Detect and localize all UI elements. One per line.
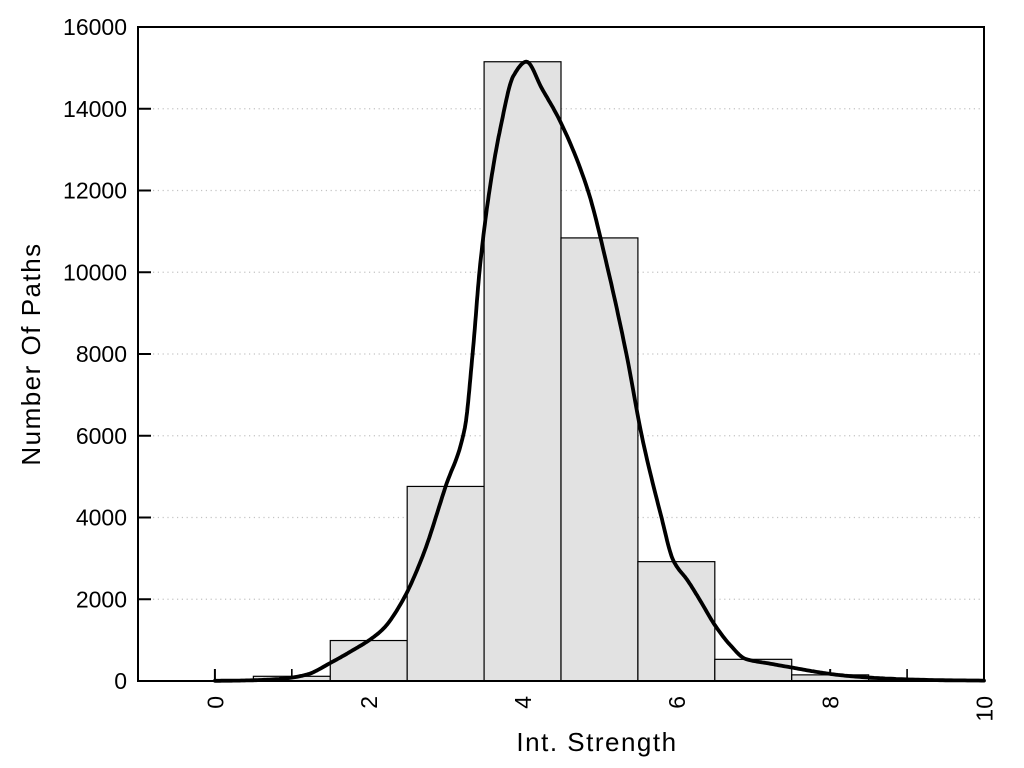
x-tick-label-0: 0 (202, 696, 228, 709)
histogram-bar-4 (483, 61, 562, 682)
histogram-bar-2 (329, 639, 408, 682)
x-axis-title: Int. Strength (516, 727, 677, 757)
y-tick-label-6000: 6000 (76, 423, 127, 449)
x-tick-label-10: 10 (972, 696, 998, 722)
y-tick-label-12000: 12000 (63, 178, 127, 204)
y-axis-title: Number Of Paths (16, 242, 46, 465)
histogram-bar-6 (637, 561, 716, 682)
y-tick-label-8000: 8000 (76, 341, 127, 367)
y-tick-label-4000: 4000 (76, 505, 127, 531)
histogram-bar-3 (406, 485, 485, 682)
y-tick-label-14000: 14000 (63, 96, 127, 122)
x-tick-labels: 0 2 4 6 8 10 (202, 696, 997, 722)
x-tick-label-2: 2 (356, 696, 382, 709)
plot-border (137, 26, 985, 682)
histogram-bar-5 (560, 237, 639, 682)
y-tick-label-16000: 16000 (63, 14, 127, 40)
histogram-bars (252, 61, 947, 682)
y-tick-labels: 0 2000 4000 6000 8000 10000 12000 14000 16000 (63, 14, 127, 694)
y-tick-label-0: 0 (114, 668, 127, 694)
y-tick-label-2000: 2000 (76, 586, 127, 612)
gridlines (153, 108, 983, 600)
x-tick-label-4: 4 (510, 696, 536, 709)
y-tick-label-10000: 10000 (63, 259, 127, 285)
x-tick-label-8: 8 (818, 696, 844, 709)
x-tick-label-6: 6 (664, 696, 690, 709)
fit-curve (212, 59, 986, 683)
